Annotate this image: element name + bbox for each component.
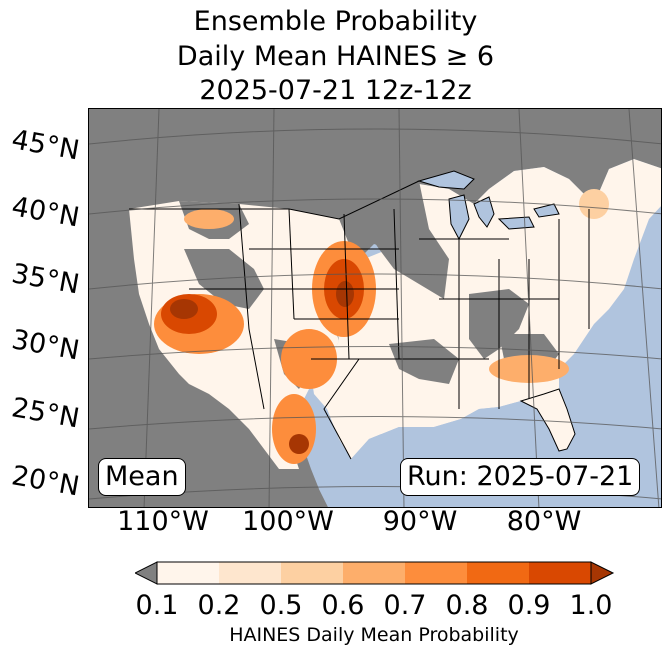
colorbar-tick: 0.9 <box>507 590 551 621</box>
colorbar-tick: 0.7 <box>383 590 427 621</box>
prob-fill-1.0-sw <box>170 299 198 319</box>
colorbar-segment <box>529 562 591 584</box>
lat-label-20: 20°N <box>9 460 82 503</box>
probability-map <box>89 109 661 507</box>
graticule <box>89 109 661 507</box>
prob-fill-0.4-east <box>579 189 609 219</box>
no-data-central <box>351 179 449 299</box>
prob-fill-0.6-nm <box>281 329 337 389</box>
lat-label-45: 45°N <box>9 124 82 167</box>
colorbar-segment <box>467 562 529 584</box>
title-line-1: Ensemble Probability <box>193 6 478 37</box>
prob-fill-0.5-pnw <box>184 209 234 229</box>
colorbar-tick: 0.1 <box>135 590 179 621</box>
title-line-3: 2025-07-21 12z-12z <box>199 75 472 106</box>
colorbar-outline <box>156 561 592 585</box>
title-line-2: Daily Mean HAINES ≥ 6 <box>176 41 495 72</box>
lon-label-110: 110°W <box>117 506 209 537</box>
colorbar-tick: 1.0 <box>569 590 613 621</box>
state-borders <box>129 180 590 460</box>
colorbar-segment <box>281 562 343 584</box>
colorbar-tick: 0.2 <box>197 590 241 621</box>
prob-fill-0.6-tx <box>272 394 316 464</box>
colorbar-segment <box>157 562 219 584</box>
lon-label-80: 80°W <box>506 506 582 537</box>
lat-label-30: 30°N <box>9 324 82 367</box>
colorbar-under-arrow <box>135 561 158 585</box>
lat-label-25: 25°N <box>9 392 82 435</box>
lat-label-35: 35°N <box>9 258 82 301</box>
great-lakes <box>417 170 560 241</box>
lon-label-100: 100°W <box>242 506 334 537</box>
lat-label-40: 40°N <box>9 191 82 234</box>
colorbar-tick: 0.6 <box>321 590 365 621</box>
prob-fill-0.9-tx <box>289 434 309 454</box>
map-panel <box>88 108 662 508</box>
colorbar-label: HAINES Daily Mean Probability <box>229 624 519 646</box>
colorbar-segment <box>343 562 405 584</box>
mean-badge: Mean <box>98 458 186 496</box>
colorbar-over-arrow <box>590 561 615 585</box>
prob-fill-1.0-co <box>336 281 354 307</box>
no-data-south <box>389 339 459 384</box>
colorbar-segment <box>405 562 467 584</box>
colorbar-segment <box>219 562 281 584</box>
colorbar <box>135 561 615 585</box>
colorbar-tick: 0.8 <box>445 590 489 621</box>
run-badge: Run: 2025-07-21 <box>400 458 641 496</box>
colorbar-tick: 0.5 <box>259 590 303 621</box>
lon-label-90: 90°W <box>382 506 458 537</box>
florida <box>519 388 576 452</box>
